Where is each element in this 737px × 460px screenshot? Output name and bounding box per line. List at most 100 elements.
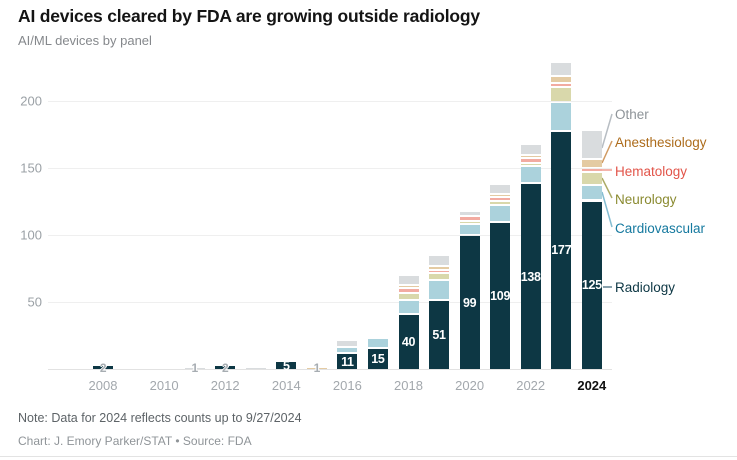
bar-value-label-2017: 15 — [371, 351, 385, 366]
bar-segment-radiology-2023[interactable] — [551, 131, 572, 369]
gridline-100 — [48, 235, 612, 236]
bar-value-label-2024: 125 — [581, 278, 602, 293]
bar-segment-cardiovascular-2021[interactable] — [490, 206, 511, 221]
bar-segment-radiology-2014[interactable] — [276, 362, 297, 369]
gridline-50 — [48, 302, 612, 303]
legend-line-neurology — [601, 177, 613, 199]
legend-label-anesthesiology: Anesthesiology — [615, 135, 707, 150]
bar-segment-radiology-2024[interactable] — [581, 201, 602, 369]
bar-segment-cardiovascular-2020[interactable] — [459, 224, 480, 235]
bar-value-label-2021: 109 — [490, 288, 511, 303]
bar-segment-cardiovascular-2016[interactable] — [337, 348, 358, 353]
chart-credit: Chart: J. Emory Parker/STAT • Source: FD… — [18, 434, 252, 448]
bar-segment-other-2013[interactable] — [245, 367, 266, 369]
y-axis-tick-150: 150 — [20, 160, 42, 176]
y-axis-tick-100: 100 — [20, 227, 42, 243]
chart-note: Note: Data for 2024 reflects counts up t… — [18, 411, 302, 425]
bar-segment-other-2018[interactable] — [398, 275, 419, 284]
bar-segment-anesthesiology-2021[interactable] — [490, 194, 511, 197]
bar-segment-anesthesiology-2024[interactable] — [581, 160, 602, 167]
bar-value-label-2022: 138 — [520, 269, 541, 284]
legend-line-other — [601, 113, 613, 149]
bar-segment-hematology-2023[interactable] — [551, 84, 572, 86]
bar-segment-other-2024[interactable] — [581, 131, 602, 158]
bar-segment-radiology-2022[interactable] — [520, 184, 541, 369]
y-axis-tick-200: 200 — [20, 93, 42, 109]
x-axis-tick-2018: 2018 — [394, 378, 423, 393]
bar-segment-neurology-2024[interactable] — [581, 173, 602, 185]
bar-segment-neurology-2023[interactable] — [551, 87, 572, 101]
bar-segment-radiology-2016[interactable] — [337, 354, 358, 369]
bar-segment-hematology-2024[interactable] — [581, 168, 602, 172]
x-axis-tick-2016: 2016 — [332, 378, 362, 393]
legend-label-cardiovascular: Cardiovascular — [615, 221, 706, 236]
bar-segment-hematology-2018[interactable] — [398, 289, 419, 292]
bar-segment-radiology-2019[interactable] — [429, 300, 450, 369]
bar-value-label-2018: 40 — [401, 335, 416, 350]
bar-segment-anesthesiology-2019[interactable] — [429, 267, 450, 269]
bottom-divider — [0, 456, 737, 457]
bar-segment-cardiovascular-2024[interactable] — [581, 186, 602, 200]
bar-value-label-2015: 1 — [313, 361, 321, 376]
chart-subtitle: AI/ML devices by panel — [18, 33, 152, 48]
x-axis-tick-2024: 2024 — [577, 378, 607, 393]
bar-segment-hematology-2019[interactable] — [429, 270, 450, 272]
bar-segment-other-2021[interactable] — [490, 184, 511, 193]
bar-segment-other-2022[interactable] — [520, 144, 541, 154]
bar-segment-other-2016[interactable] — [337, 340, 358, 347]
bar-segment-hematology-2022[interactable] — [520, 159, 541, 162]
bar-value-label-2011: 1 — [191, 361, 198, 376]
bar-segment-neurology-2019[interactable] — [429, 273, 450, 280]
x-axis-line — [48, 369, 612, 370]
bar-segment-anesthesiology-2018[interactable] — [398, 285, 419, 288]
bar-segment-other-2019[interactable] — [429, 255, 450, 266]
bar-segment-other-2020[interactable] — [459, 212, 480, 215]
bar-value-label-2014: 5 — [282, 358, 290, 373]
bar-segment-radiology-2017[interactable] — [367, 348, 388, 369]
bar-value-label-2020: 99 — [462, 295, 477, 310]
x-axis-tick-2014: 2014 — [271, 378, 301, 393]
bar-value-label-2016: 11 — [341, 354, 354, 369]
x-axis-tick-2008: 2008 — [88, 378, 118, 393]
bar-segment-neurology-2020[interactable] — [459, 221, 480, 223]
legend-line-anesthesiology — [601, 140, 613, 164]
bar-segment-radiology-2012[interactable] — [215, 366, 236, 369]
bar-segment-neurology-2022[interactable] — [520, 164, 541, 166]
bar-segment-other-2011[interactable] — [184, 367, 205, 369]
bar-value-label-2012: 2 — [222, 360, 229, 375]
bar-segment-radiology-2018[interactable] — [398, 315, 419, 369]
bar-segment-anesthesiology-2023[interactable] — [551, 76, 572, 83]
bar-value-label-2008: 2 — [99, 360, 107, 375]
legend-line-cardiovascular — [601, 191, 613, 228]
x-axis-tick-2012: 2012 — [210, 378, 240, 393]
x-axis-tick-2020: 2020 — [455, 378, 485, 393]
bar-segment-anesthesiology-2022[interactable] — [520, 155, 541, 158]
bar-segment-cardiovascular-2022[interactable] — [520, 167, 541, 183]
bar-value-label-2023: 177 — [551, 243, 572, 258]
x-axis-tick-2010: 2010 — [149, 378, 179, 393]
gridline-150 — [48, 168, 612, 169]
bar-segment-cardiovascular-2023[interactable] — [551, 103, 572, 130]
chart-title: AI devices cleared by FDA are growing ou… — [18, 6, 480, 26]
bar-segment-cardiovascular-2017[interactable] — [367, 338, 388, 347]
bar-segment-cardiovascular-2019[interactable] — [429, 281, 450, 299]
bar-segment-hematology-2020[interactable] — [459, 216, 480, 220]
bar-segment-anesthesiology-2015[interactable] — [306, 367, 327, 369]
legend-label-radiology: Radiology — [615, 280, 676, 295]
bar-segment-neurology-2021[interactable] — [490, 201, 511, 205]
bar-segment-hematology-2021[interactable] — [490, 198, 511, 200]
legend-label-other: Other — [615, 107, 649, 122]
bar-segment-neurology-2018[interactable] — [398, 293, 419, 300]
bar-segment-radiology-2021[interactable] — [490, 222, 511, 369]
bar-segment-radiology-2020[interactable] — [459, 236, 480, 369]
y-axis-tick-50: 50 — [27, 294, 42, 310]
bar-segment-other-2023[interactable] — [551, 62, 572, 75]
gridline-200 — [48, 101, 612, 102]
bar-value-label-2019: 51 — [432, 327, 446, 342]
bar-segment-cardiovascular-2018[interactable] — [398, 301, 419, 314]
legend-label-neurology: Neurology — [615, 192, 677, 207]
bar-segment-radiology-2008[interactable] — [93, 366, 113, 369]
legend-label-hematology: Hematology — [615, 164, 688, 179]
